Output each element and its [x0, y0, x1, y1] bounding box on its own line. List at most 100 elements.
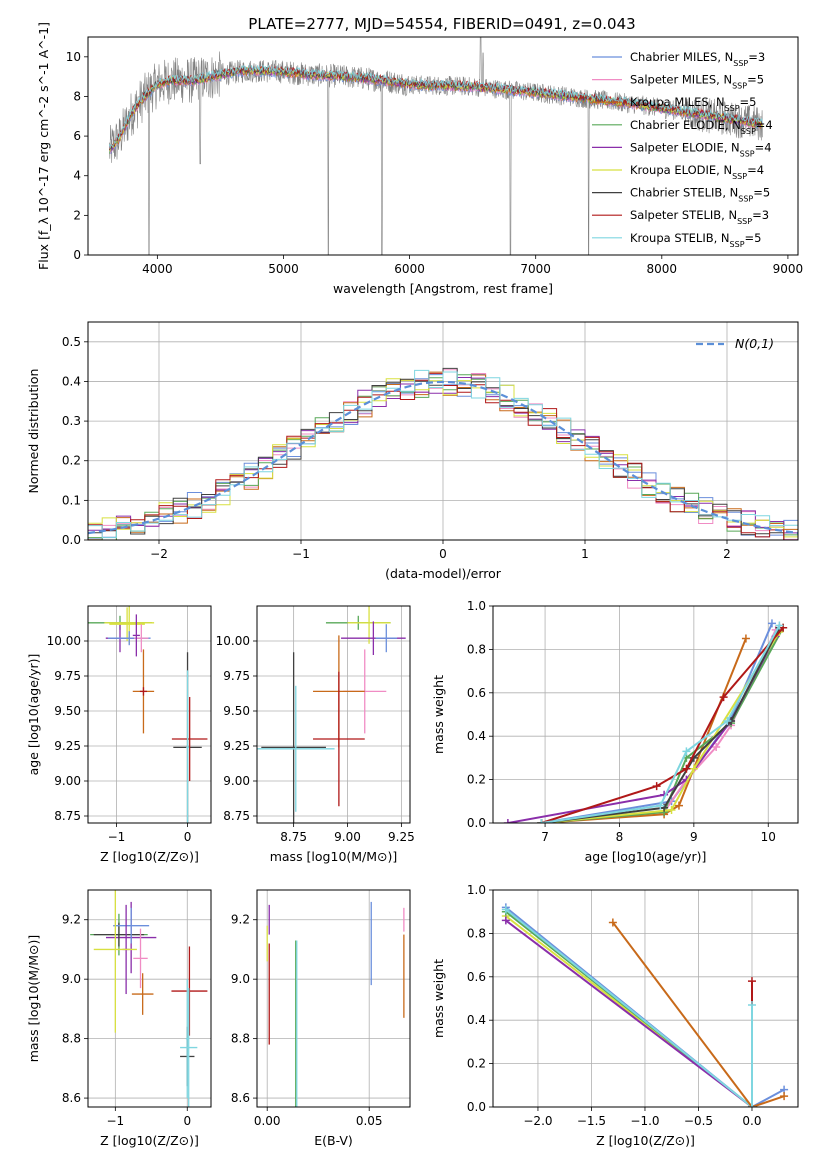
y-tick-label: 0.8 — [467, 642, 486, 656]
y-tick-label: 9.50 — [223, 704, 250, 718]
point-marker — [667, 805, 676, 814]
axes-frame — [87, 889, 212, 1108]
plot-area-mass-vs-Z — [90, 890, 208, 1107]
x-tick-label: 9 — [690, 830, 698, 844]
legend-entry: Chabrier ELODIE, NSSP=4 — [630, 118, 773, 136]
y-tick-label: 0.6 — [467, 686, 486, 700]
y-tick-label: 4 — [73, 169, 81, 183]
y-tick-label: 0 — [73, 248, 81, 262]
weight-line — [541, 627, 784, 823]
x-tick-label: 10 — [761, 830, 776, 844]
y-tick-label: 10 — [66, 50, 81, 64]
plot-area-spectrum — [109, 37, 763, 255]
panel-massweight-vs-age: 7 8 9 10 0.0 0.2 0.4 0.6 0.8 1.0 age [log10(age/yr… — [431, 599, 799, 864]
model-spectrum-line — [109, 64, 763, 148]
y-tick-label: 9.2 — [62, 913, 81, 927]
x-tick-label: −1.5 — [577, 1114, 606, 1128]
y-tick-label: 9.75 — [223, 669, 250, 683]
y-tick-label: 8.6 — [231, 1091, 250, 1105]
point-marker — [656, 801, 665, 810]
point-marker — [723, 717, 732, 726]
y-tick-label: 9.00 — [223, 774, 250, 788]
x-tick-label: 2 — [723, 547, 731, 561]
point-marker — [652, 782, 661, 791]
point-marker — [719, 693, 728, 702]
y-tick-label: 0.0 — [467, 816, 486, 830]
weight-line — [541, 629, 777, 823]
point-marker — [747, 977, 756, 986]
x-tick-label: 0.00 — [254, 1114, 281, 1128]
y-tick-label: 0.3 — [62, 414, 81, 428]
point-marker — [775, 621, 784, 630]
x-tick-label: 8000 — [647, 262, 678, 276]
weight-line — [541, 623, 773, 823]
y-tick-label: 0.6 — [467, 970, 486, 984]
y-tick-label: 8.8 — [62, 1032, 81, 1046]
x-axis-label: age [log10(age/yr)] — [585, 849, 707, 864]
point-marker — [747, 1103, 756, 1107]
x-axis-label: Z [log10(Z/Z⊙)] — [596, 1133, 695, 1148]
x-tick-label: 0.0 — [742, 1114, 761, 1128]
point-marker — [682, 747, 691, 756]
x-tick-label: 5000 — [268, 262, 299, 276]
weight-line — [541, 631, 781, 823]
y-tick-label: 8.75 — [223, 809, 250, 823]
y-tick-label: 0.0 — [62, 533, 81, 547]
x-tick-label: 7 — [541, 830, 549, 844]
axes-frame — [87, 605, 212, 824]
y-tick-label: 9.75 — [54, 669, 81, 683]
axes-frame — [87, 36, 799, 256]
legend-entry: Salpeter ELODIE, NSSP=4 — [630, 140, 772, 158]
y-tick-label: 9.0 — [62, 972, 81, 986]
panel-residuals: −2 −1 0 1 2 0.0 0.1 0.2 0.3 0.4 0.5 (data-model)/er… — [26, 321, 799, 581]
y-tick-label: 0.2 — [467, 1057, 486, 1071]
x-tick-label: 8 — [616, 830, 624, 844]
weight-line — [612, 921, 785, 1107]
plot-area-massweight-vs-Z — [501, 903, 789, 1107]
weight-line — [505, 906, 785, 1107]
figure-title: PLATE=2777, MJD=54554, FIBERID=0491, z=0… — [248, 15, 635, 33]
x-tick-label: −2.0 — [523, 1114, 552, 1128]
x-tick-label: −1.0 — [630, 1114, 659, 1128]
point-marker — [780, 1092, 789, 1101]
y-tick-label: 2 — [73, 208, 81, 222]
x-tick-label: 1 — [581, 547, 589, 561]
y-axis-label: mass [log10(M/M⊙)] — [26, 935, 41, 1063]
point-marker — [767, 619, 776, 628]
y-tick-label: 9.0 — [231, 972, 250, 986]
point-marker — [741, 634, 750, 643]
y-tick-label: 1.0 — [467, 599, 486, 613]
point-marker — [712, 743, 721, 752]
x-tick-label: 9.25 — [388, 830, 415, 844]
x-tick-label: −0.5 — [684, 1114, 713, 1128]
y-tick-label: 9.25 — [54, 739, 81, 753]
observed-spectrum-line — [109, 37, 763, 255]
plot-area-mass-vs-EBV — [266, 901, 405, 1107]
legend-entry: Kroupa STELIB, NSSP=5 — [630, 231, 761, 249]
x-tick-label: 8.75 — [280, 830, 307, 844]
y-tick-label: 9.2 — [231, 913, 250, 927]
axes-frame — [492, 889, 799, 1108]
point-marker — [689, 764, 698, 773]
y-tick-label: 9.50 — [54, 704, 81, 718]
weight-line — [505, 908, 753, 1107]
x-axis-label: E(B-V) — [314, 1133, 353, 1148]
x-tick-label: 0 — [183, 1114, 191, 1128]
point-marker — [501, 905, 510, 914]
x-tick-label: −1 — [108, 830, 126, 844]
point-marker — [537, 819, 546, 823]
x-tick-label: 0 — [439, 547, 447, 561]
legend-entry: Chabrier STELIB, NSSP=5 — [630, 186, 770, 204]
histogram-step — [88, 369, 798, 539]
y-tick-label: 1.0 — [467, 883, 486, 897]
x-axis-label: (data-model)/error — [385, 566, 502, 581]
y-tick-label: 0.4 — [467, 1013, 486, 1027]
weight-line — [541, 625, 781, 823]
plot-area-residuals — [88, 367, 798, 540]
y-tick-label: 8.8 — [231, 1032, 250, 1046]
x-tick-label: 6000 — [394, 262, 425, 276]
y-axis-label: Normed distribution — [26, 369, 41, 494]
axes-frame — [87, 321, 799, 541]
weight-line — [505, 919, 753, 1107]
